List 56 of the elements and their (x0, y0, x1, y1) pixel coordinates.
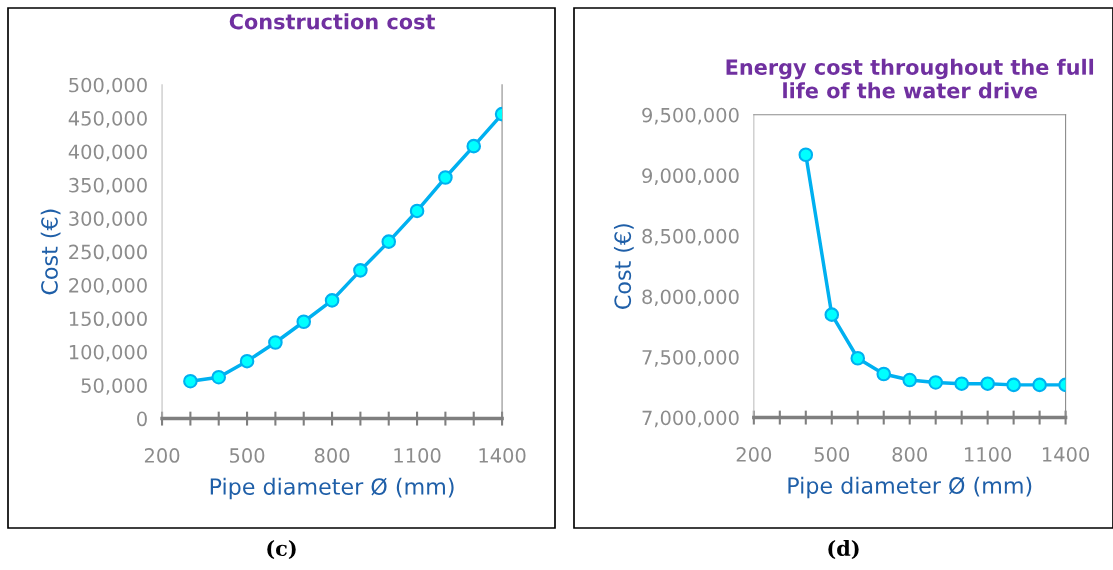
y-tick-label: 150,000 (69, 311, 147, 329)
point (353, 263, 368, 278)
y-tick-label: 9,500,000 (642, 107, 739, 125)
y-tick-label: 9,000,000 (642, 168, 739, 185)
x-tick-label: 1400 (479, 448, 526, 463)
point (466, 138, 482, 154)
y-tick-label: 300,000 (69, 211, 147, 228)
point (824, 307, 840, 322)
x-tick-label: 1400 (1042, 447, 1090, 462)
y-tick-label: 400,000 (68, 144, 147, 162)
chart-title: Construction cost (229, 13, 435, 30)
point (798, 147, 814, 163)
y-tick-label: 200,000 (69, 278, 147, 295)
point (1032, 377, 1047, 393)
y-tick-label: 50,000 (81, 378, 147, 395)
point (296, 314, 312, 330)
y-tick-label: 8,000,000 (642, 289, 739, 307)
point (409, 203, 425, 219)
y-tick-label: 8,500,000 (642, 228, 739, 246)
point (324, 293, 340, 308)
x-tick-label: 200 (736, 447, 772, 462)
point (902, 372, 917, 388)
y-tick-label: 500,000 (69, 77, 147, 95)
point (954, 376, 969, 391)
x-tick-label: 800 (892, 447, 927, 462)
x-tick-label: 500 (814, 447, 850, 462)
y-tick-label: 0 (137, 411, 147, 427)
point (1006, 377, 1021, 393)
text: (d) (828, 539, 859, 560)
y-tick-label: 7,000,000 (642, 410, 739, 428)
x-axis-title: Pipe diameter Ø (mm) (788, 476, 1032, 499)
x-tick-label: 1100 (394, 448, 441, 463)
text: (c) (267, 539, 296, 560)
point (268, 335, 283, 350)
x-tick-label: 200 (144, 448, 180, 463)
chart-title: Energy cost throughout the full life of the water drive (726, 58, 1094, 99)
point (438, 170, 453, 185)
point (239, 353, 255, 369)
x-tick-label: 1100 (965, 447, 1012, 462)
point (211, 369, 227, 385)
y-tick-label: 350,000 (69, 177, 147, 195)
y-tick-label: 250,000 (69, 244, 147, 262)
point (183, 373, 198, 389)
x-tick-label: 500 (230, 448, 265, 463)
point (928, 375, 943, 390)
point (876, 366, 892, 382)
x-axis-title: Pipe diameter Ø (mm) (210, 477, 454, 500)
point (381, 234, 397, 249)
y-tick-label: 100,000 (69, 344, 147, 362)
y-tick-label: 450,000 (68, 111, 147, 128)
point (980, 376, 995, 391)
y-axis-title: Cost (€) (40, 209, 61, 295)
y-tick-label: 7,500,000 (642, 349, 739, 367)
point (850, 350, 866, 366)
x-tick-label: 800 (314, 448, 350, 463)
y-axis-title: Cost (€) (613, 224, 634, 309)
